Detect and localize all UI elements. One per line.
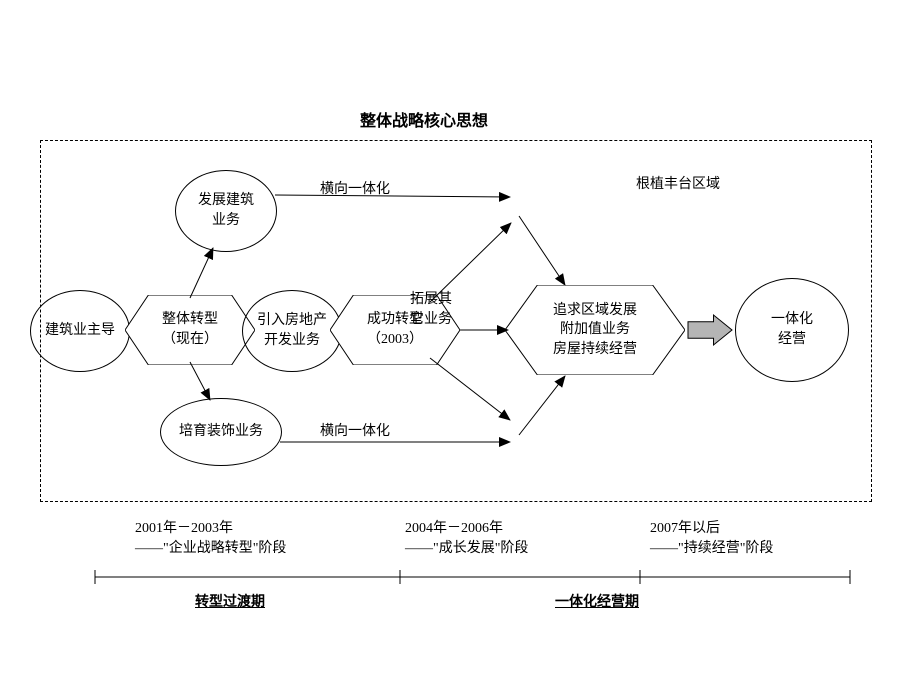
node-n1-label: 建筑业主导 [45,321,115,341]
label-p1: 2001年－2003年 ——"企业战略转型"阶段 [135,519,286,558]
node-n5-label: 培育装饰业务 [179,422,263,442]
node-n2-label: 整体转型 （现在） [162,310,218,349]
node-n2: 整体转型 （现在） [125,295,255,365]
label-p4: 转型过渡期 [195,593,265,613]
label-p5: 一体化经营期 [555,593,639,613]
node-n4-label: 引入房地产 开发业务 [257,311,327,350]
label-l1: 横向一体化 [320,180,390,200]
node-n7-label: 追求区域发展 附加值业务 房屋持续经营 [553,301,637,360]
node-n3: 发展建筑 业务 [175,170,277,252]
node-n4: 引入房地产 开发业务 [242,290,342,372]
diagram-stage: { "type": "flowchart", "canvas": {"w":92… [0,0,920,690]
node-n3-label: 发展建筑 业务 [198,191,254,230]
label-l3: 横向一体化 [320,422,390,442]
label-l2: 拓展其 它业务 [410,290,452,329]
node-n8: 一体化 经营 [735,278,849,382]
node-n5: 培育装饰业务 [160,398,282,466]
diagram-title: 整体战略核心思想 [360,107,488,131]
node-n1: 建筑业主导 [30,290,130,372]
label-l4: 根植丰台区域 [636,175,720,195]
label-p2: 2004年－2006年 ——"成长发展"阶段 [405,519,528,558]
label-p3: 2007年以后 ——"持续经营"阶段 [650,519,773,558]
node-n8-label: 一体化 经营 [771,310,813,349]
node-n7: 追求区域发展 附加值业务 房屋持续经营 [505,285,685,375]
